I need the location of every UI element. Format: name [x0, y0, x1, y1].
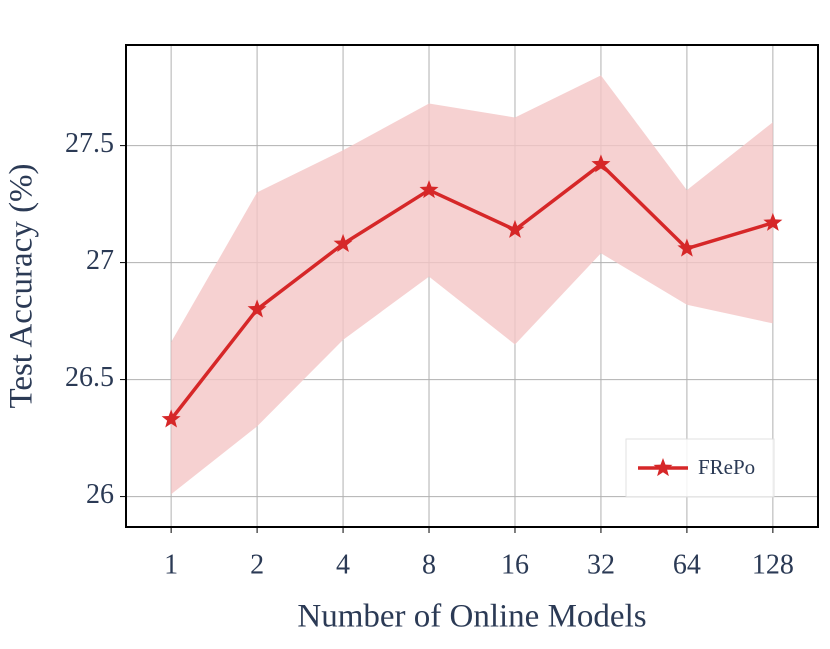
- marker: [419, 180, 439, 199]
- legend-marker: [653, 458, 673, 477]
- x-tick-label: 2: [250, 549, 264, 580]
- y-tick-label: 26: [86, 479, 114, 510]
- x-tick-label: 16: [501, 549, 529, 580]
- x-tick-label: 32: [587, 549, 615, 580]
- x-tick-label: 4: [336, 549, 350, 580]
- marker: [161, 409, 181, 428]
- y-tick-label: 27.5: [65, 128, 114, 159]
- x-axis-label: Number of Online Models: [297, 599, 646, 635]
- line: [169, 162, 774, 421]
- marker: [505, 219, 525, 238]
- legend: FRePo: [625, 438, 775, 498]
- x-tick-label: 128: [752, 549, 794, 580]
- marker: [333, 233, 353, 252]
- legend-label: FRePo: [698, 455, 755, 479]
- marker: [247, 299, 267, 318]
- x-tick-label: 64: [673, 549, 701, 580]
- marker: [763, 212, 783, 231]
- marker: [591, 154, 611, 173]
- y-tick-label: 27: [86, 245, 114, 276]
- confidence-band: [171, 75, 773, 495]
- y-axis-label: Test Accuracy (%): [4, 163, 40, 408]
- x-tick-label: 8: [422, 549, 436, 580]
- marker: [677, 238, 697, 257]
- x-tick-label: 1: [164, 549, 178, 580]
- y-tick-label: 26.5: [65, 362, 114, 393]
- plot-frame: [125, 44, 819, 528]
